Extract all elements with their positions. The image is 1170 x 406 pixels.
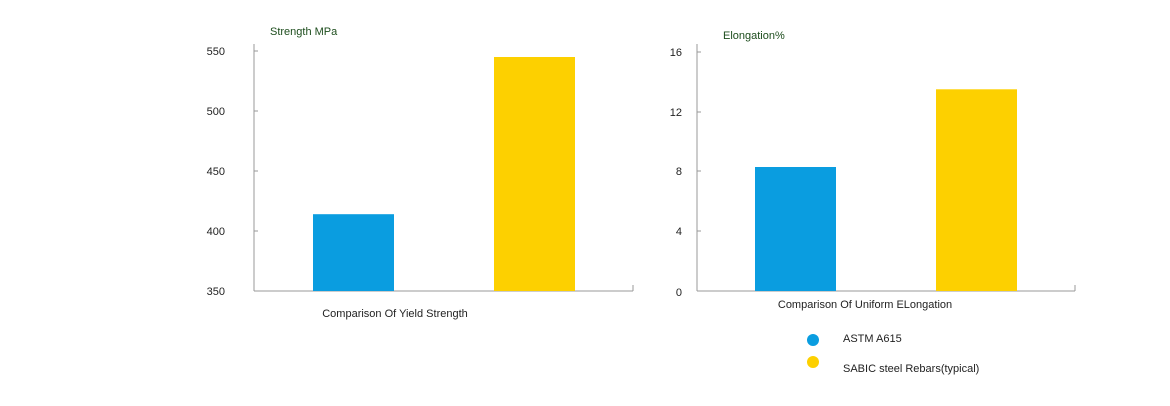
yield-y-tick-450: 450 [207,166,225,178]
yield-y-tick-400: 400 [207,226,225,238]
yield-y-tick-550: 550 [207,46,225,58]
yield-y-tick-350: 350 [207,286,225,298]
legend-swatch-sabic [807,356,819,368]
elongation-y-tick-16: 16 [670,47,682,59]
legend-swatch-astm [807,334,819,346]
legend-label-astm: ASTM A615 [843,333,902,345]
elongation-y-tick-4: 4 [676,226,682,238]
yield-y-axis-label: Strength MPa [270,26,338,38]
yield-bar-sabic [494,57,575,291]
elongation-bar-astm [755,167,836,291]
legend: ASTM A615 SABIC steel Rebars(typical) [807,333,979,375]
elongation-x-axis-label: Comparison Of Uniform ELongation [778,299,952,311]
yield-strength-chart: Strength MPa 550 500 450 400 350 Compari… [207,26,634,320]
yield-x-axis-label: Comparison Of Yield Strength [322,308,468,320]
elongation-y-tick-12: 12 [670,107,682,119]
yield-y-tick-500: 500 [207,106,225,118]
legend-label-sabic: SABIC steel Rebars(typical) [843,363,979,375]
elongation-y-tick-0: 0 [676,287,682,299]
elongation-y-tick-8: 8 [676,166,682,178]
elongation-bar-sabic [936,89,1017,291]
elongation-y-axis-label: Elongation% [723,30,785,42]
yield-bar-astm [313,214,394,291]
elongation-chart: Elongation% 16 12 8 4 0 Comparison Of Un… [670,30,1076,311]
